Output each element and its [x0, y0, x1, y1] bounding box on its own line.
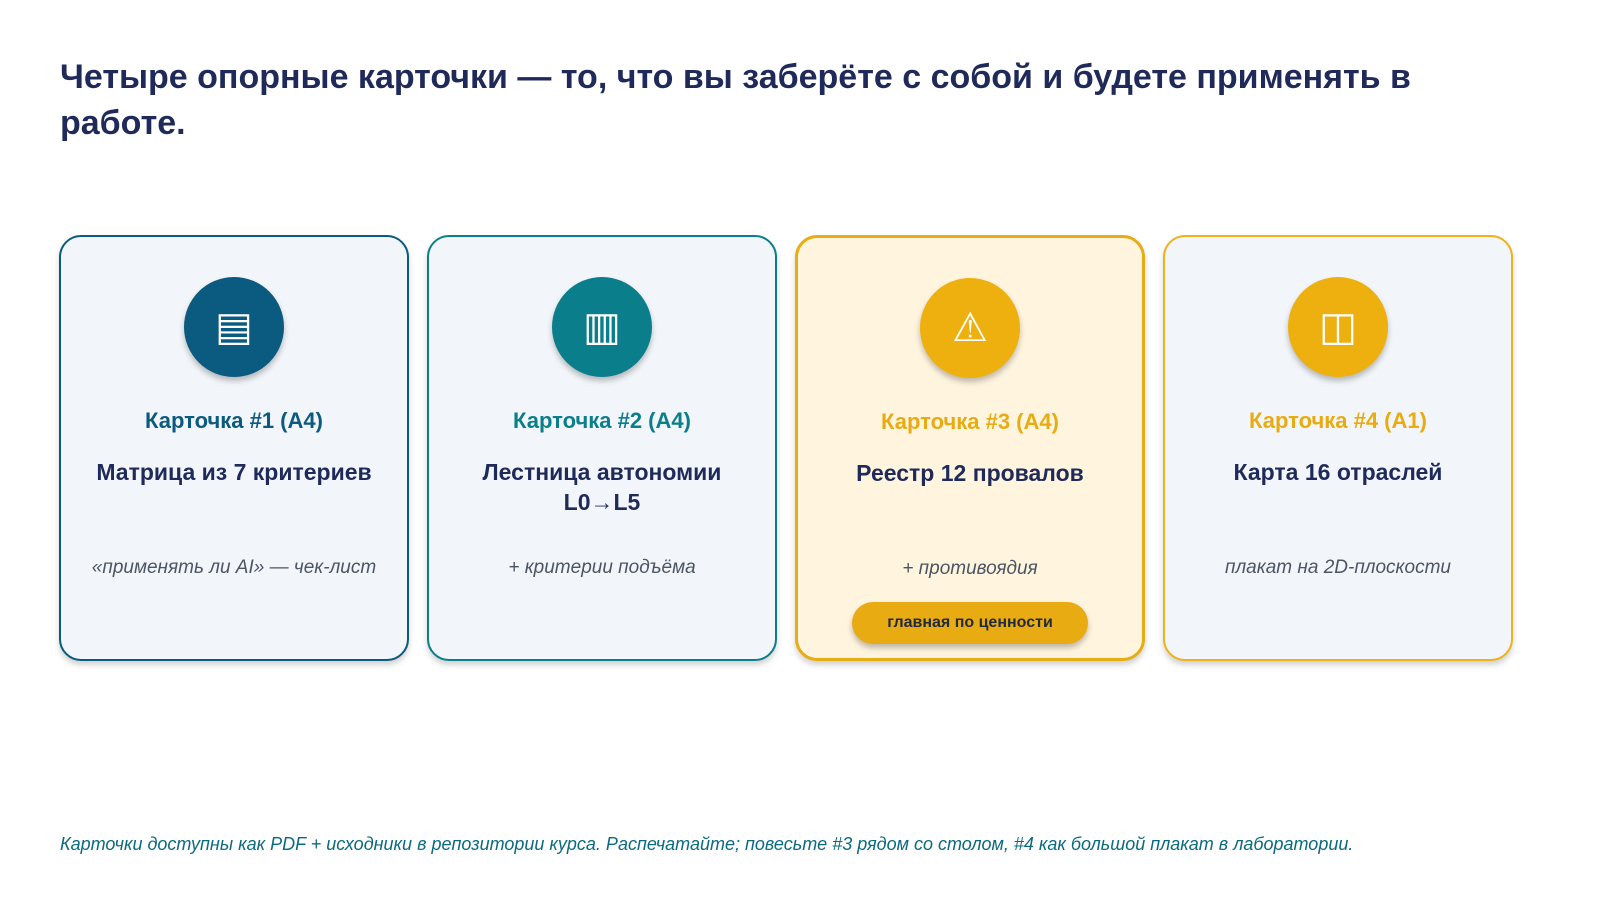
card-note: «применять ли AI» — чек-лист	[91, 557, 377, 578]
card-industry-map[interactable]: ◫ Карточка #4 (A1) Карта 16 отраслей пла…	[1163, 235, 1513, 661]
card-note: + критерии подъёма	[508, 557, 696, 578]
card-label: Карточка #3 (A4)	[881, 409, 1059, 434]
top-value-badge: главная по ценности	[852, 602, 1088, 644]
card-label: Карточка #1 (A4)	[145, 408, 323, 433]
card-note: + противоядия	[902, 558, 1038, 579]
card-note: плакат на 2D-плоскости	[1225, 557, 1451, 578]
card-name: Карта 16 отраслей	[1233, 459, 1443, 485]
map-icon: ◫	[1288, 277, 1388, 377]
card-name: Реестр 12 провалов	[856, 460, 1084, 486]
slide-title: Четыре опорные карточки — то, что вы заб…	[60, 58, 1411, 142]
footnote: Карточки доступны как PDF + исходники в …	[60, 834, 1354, 854]
card-label: Карточка #2 (A4)	[513, 408, 691, 433]
card-label: Карточка #4 (A1)	[1249, 408, 1427, 433]
ladder-icon: ▥	[552, 277, 652, 377]
card-criteria-matrix[interactable]: ▤ Карточка #1 (A4) Матрица из 7 критерие…	[59, 235, 409, 661]
warning-icon: ⚠	[920, 278, 1020, 378]
cards-row: ▤ Карточка #1 (A4) Матрица из 7 критерие…	[59, 235, 1547, 661]
card-autonomy-ladder[interactable]: ▥ Карточка #2 (A4) Лестница автономии L0…	[427, 235, 777, 661]
card-name: Лестница автономии L0→L5	[482, 459, 722, 515]
list-icon: ▤	[184, 277, 284, 377]
card-failure-registry[interactable]: ⚠ Карточка #3 (A4) Реестр 12 провалов + …	[795, 235, 1145, 661]
card-name: Матрица из 7 критериев	[96, 459, 372, 485]
